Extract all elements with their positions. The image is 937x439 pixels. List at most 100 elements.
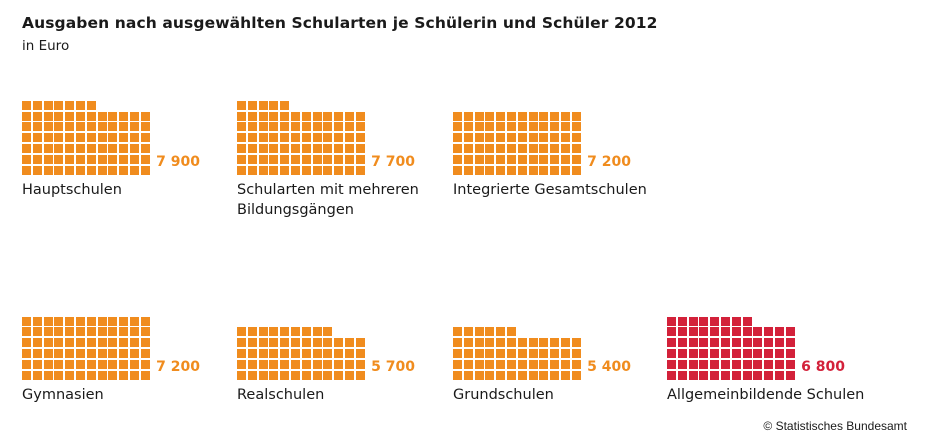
value-unit-square xyxy=(247,111,257,121)
value-unit-square xyxy=(485,349,495,358)
value-unit-square xyxy=(119,133,129,143)
value-unit-square xyxy=(785,327,795,337)
value-unit-square xyxy=(496,144,506,153)
value-unit-square xyxy=(517,349,527,358)
value-unit-square xyxy=(291,370,300,380)
value-unit-square xyxy=(291,327,300,337)
value-unit-square xyxy=(269,122,279,132)
value-unit-square xyxy=(247,370,257,380)
value-unit-square xyxy=(463,144,473,153)
value-unit-square xyxy=(43,100,53,110)
value-unit-square xyxy=(22,133,31,143)
value-unit-square xyxy=(140,370,150,380)
value-unit-square xyxy=(65,122,75,132)
value-unit-square xyxy=(43,349,53,358)
value-unit-square xyxy=(496,327,506,337)
value-unit-square xyxy=(485,327,495,337)
value-unit-square xyxy=(485,122,495,132)
value-unit-square xyxy=(561,165,570,175)
value-unit-square xyxy=(474,133,484,143)
value-unit-square xyxy=(688,316,698,326)
value-unit-square xyxy=(140,359,150,369)
value-unit-square xyxy=(463,111,473,121)
value-unit-square xyxy=(140,338,150,348)
value-unit-square xyxy=(561,338,570,348)
value-unit-square xyxy=(485,338,495,348)
value-unit-square xyxy=(528,359,538,369)
value-unit-square xyxy=(86,370,96,380)
value-unit-square xyxy=(22,100,31,110)
value-unit-square xyxy=(140,165,150,175)
unit-square-grid xyxy=(22,90,152,175)
value-unit-square xyxy=(119,154,129,164)
value-unit-square xyxy=(474,144,484,153)
value-unit-square xyxy=(334,122,344,132)
value-unit-square xyxy=(753,338,763,348)
category-group: 7 700 Schularten mit mehreren Bildungsgäng… xyxy=(237,90,419,220)
value-unit-square xyxy=(312,349,322,358)
value-unit-square xyxy=(97,165,107,175)
value-unit-square xyxy=(76,100,85,110)
value-unit-square xyxy=(237,133,246,143)
value-unit-square xyxy=(699,327,709,337)
value-unit-square xyxy=(54,122,64,132)
value-unit-square xyxy=(86,349,96,358)
value-unit-square xyxy=(345,165,354,175)
value-unit-square xyxy=(76,338,85,348)
value-unit-square xyxy=(86,133,96,143)
category-group: 7 200 Gymnasien xyxy=(22,295,200,425)
value-label: 7 200 xyxy=(156,359,200,375)
value-unit-square xyxy=(667,327,676,337)
value-unit-square xyxy=(301,338,311,348)
value-unit-square xyxy=(108,111,118,121)
value-unit-square xyxy=(54,370,64,380)
value-unit-square xyxy=(140,154,150,164)
value-unit-square xyxy=(280,111,290,121)
value-unit-square xyxy=(355,370,365,380)
value-unit-square xyxy=(291,133,300,143)
value-unit-square xyxy=(345,370,354,380)
value-unit-square xyxy=(463,154,473,164)
value-unit-square xyxy=(108,338,118,348)
value-unit-square xyxy=(517,370,527,380)
value-unit-square xyxy=(345,111,354,121)
value-unit-square xyxy=(539,370,549,380)
value-unit-square xyxy=(496,111,506,121)
value-unit-square xyxy=(269,154,279,164)
category-label-line: Schularten mit mehreren xyxy=(237,182,419,198)
value-unit-square xyxy=(86,165,96,175)
value-unit-square xyxy=(65,111,75,121)
value-unit-square xyxy=(539,133,549,143)
value-unit-square xyxy=(688,327,698,337)
value-unit-square xyxy=(463,327,473,337)
value-unit-square xyxy=(97,316,107,326)
value-unit-square xyxy=(710,370,720,380)
value-unit-square xyxy=(247,165,257,175)
value-unit-square xyxy=(140,111,150,121)
value-unit-square xyxy=(571,370,581,380)
value-unit-square xyxy=(323,165,333,175)
value-unit-square xyxy=(312,111,322,121)
value-unit-square xyxy=(485,359,495,369)
value-unit-square xyxy=(507,327,516,337)
value-unit-square xyxy=(699,338,709,348)
value-unit-square xyxy=(528,370,538,380)
value-unit-square xyxy=(355,154,365,164)
value-unit-square xyxy=(323,133,333,143)
value-unit-square xyxy=(237,100,246,110)
value-unit-square xyxy=(32,349,42,358)
value-unit-square xyxy=(86,111,96,121)
value-unit-square xyxy=(710,327,720,337)
value-unit-square xyxy=(334,359,344,369)
value-unit-square xyxy=(517,338,527,348)
value-unit-square xyxy=(65,338,75,348)
value-unit-square xyxy=(334,154,344,164)
value-unit-square xyxy=(507,154,516,164)
value-unit-square xyxy=(539,144,549,153)
value-unit-square xyxy=(742,370,752,380)
value-unit-square xyxy=(517,359,527,369)
value-unit-square xyxy=(22,338,31,348)
value-unit-square xyxy=(97,133,107,143)
value-unit-square xyxy=(108,154,118,164)
value-unit-square xyxy=(775,359,784,369)
